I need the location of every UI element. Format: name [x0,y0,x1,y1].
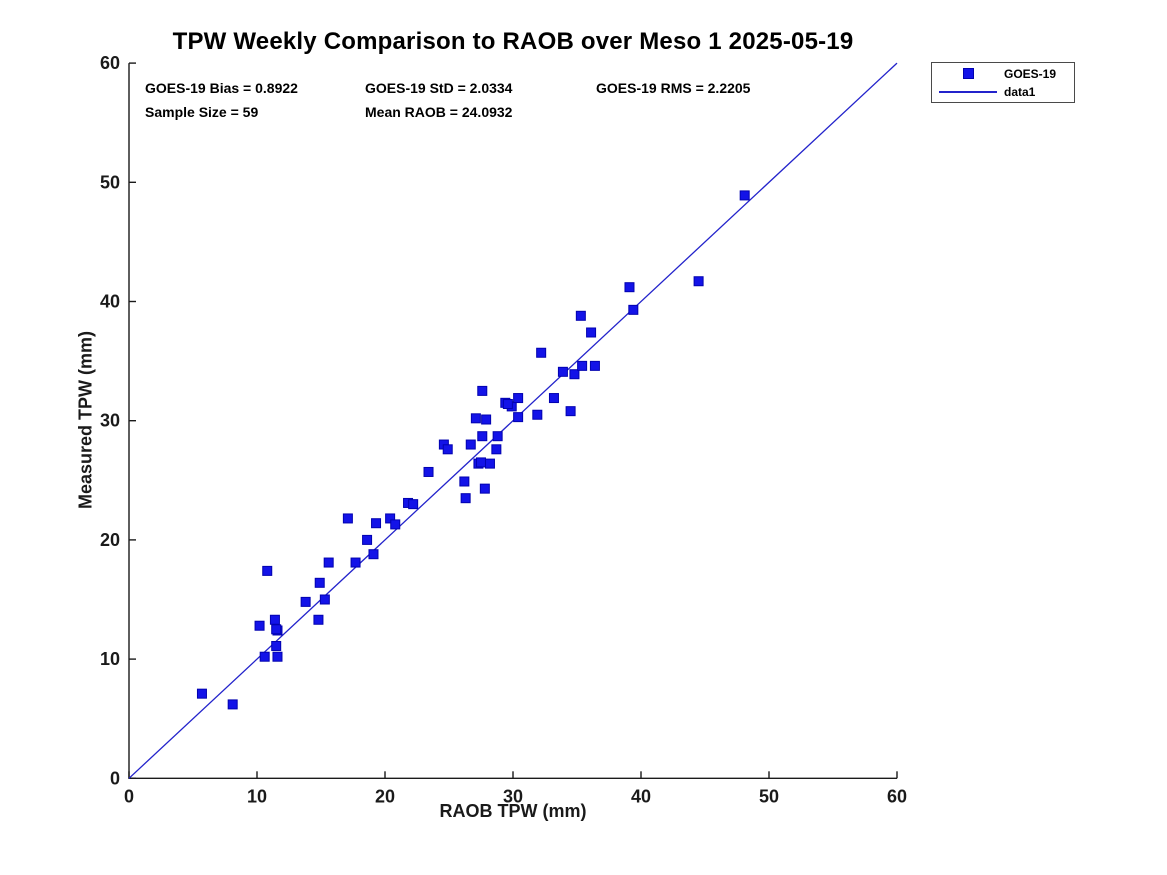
data-point [227,699,238,710]
legend-box: GOES-19 data1 [931,62,1075,103]
data-point [323,557,334,568]
x-tick-label: 0 [124,786,134,806]
chart-title: TPW Weekly Comparison to RAOB over Meso … [172,28,854,55]
data-point [442,444,453,455]
data-point [513,412,524,423]
data-point [259,651,270,662]
stat-bias: GOES-19 Bias = 0.8922 [145,80,298,96]
data-point [693,276,704,287]
data-point [362,534,373,545]
data-point [300,596,311,607]
x-tick-label: 40 [631,786,651,806]
x-tick-label: 20 [375,786,395,806]
data-point [319,594,330,605]
data-point [272,651,283,662]
data-point [481,414,492,425]
legend-label-goes19: GOES-19 [1004,66,1057,81]
x-tick-label: 10 [247,786,267,806]
data-point [484,458,495,469]
stat-mean-raob: Mean RAOB = 24.0932 [365,104,513,120]
y-tick-label: 60 [100,53,120,73]
stat-std: GOES-19 StD = 2.0334 [365,80,513,96]
y-tick-label: 10 [100,649,120,669]
data-point [569,369,580,380]
legend-item-goes19: GOES-19 [932,65,1074,82]
data-point [502,399,513,410]
y-tick-label: 0 [110,768,120,788]
data-point [536,347,547,358]
data-point [532,409,543,420]
data-point [408,499,419,510]
data-point [548,393,559,404]
data-point [342,513,353,524]
legend-square-marker-icon [962,68,974,79]
data-point [262,565,273,576]
identity-line [128,62,898,779]
data-point [465,439,476,450]
y-tick-label: 20 [100,530,120,550]
data-point [476,457,486,468]
data-point [491,444,502,455]
data-point [385,513,396,524]
y-tick-label: 50 [100,172,120,192]
data-point [492,431,503,442]
data-point [470,413,481,424]
data-point [271,624,282,635]
data-point [350,557,361,568]
x-tick-label: 50 [759,786,779,806]
y-axis-label: Measured TPW (mm) [75,330,96,510]
data-point [628,304,639,315]
legend-line-swatch-icon [939,90,997,93]
data-point [513,393,524,404]
data-point [565,406,576,417]
legend-label-data1: data1 [1004,84,1036,99]
data-point [589,360,600,371]
data-point [313,614,324,625]
data-point [477,385,488,396]
data-point [459,476,470,487]
data-point [624,282,635,293]
data-point [368,549,379,560]
data-point [423,466,434,477]
data-point [557,366,568,377]
data-point [575,310,586,321]
data-point [460,493,471,504]
data-point [314,577,325,588]
data-point [477,431,488,442]
x-tick-label: 60 [887,786,907,806]
x-tick-label: 30 [503,786,523,806]
data-point [271,640,282,651]
stat-sample-size: Sample Size = 59 [145,104,259,120]
data-point [196,688,207,699]
data-point [479,483,490,494]
y-tick-label: 40 [100,292,120,312]
legend-item-data1: data1 [932,83,1074,100]
stat-rms: GOES-19 RMS = 2.2205 [596,80,751,96]
data-point [254,620,265,631]
data-point [739,190,750,201]
data-point [390,519,401,530]
y-tick-label: 30 [100,411,120,431]
x-axis-label: RAOB TPW (mm) [439,801,587,821]
data-point [269,614,280,625]
data-point [586,327,597,338]
data-point [577,360,588,371]
data-point [371,518,382,529]
